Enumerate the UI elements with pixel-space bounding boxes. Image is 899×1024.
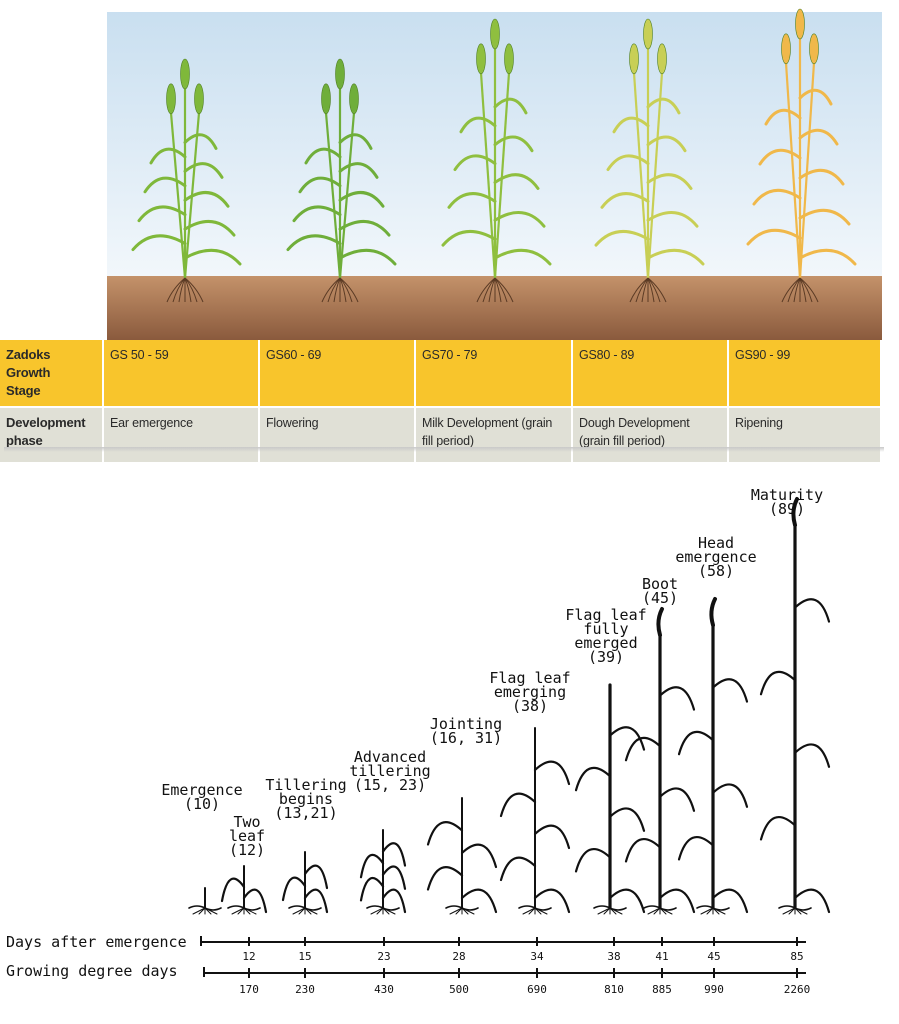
- growth-stage-label: emerged: [574, 634, 637, 652]
- zadoks-cell: GS60 - 69: [258, 340, 415, 407]
- growth-stage-label: Boot: [642, 575, 678, 593]
- days-tick-label: 34: [530, 950, 544, 963]
- wheat-plant-drawing: [499, 727, 571, 915]
- zadoks-cell: GS90 - 99: [727, 340, 880, 407]
- wheat-plant-illustration: [746, 8, 857, 303]
- gdd-tick-label: 430: [374, 983, 394, 996]
- gdd-tick-label: 2260: [784, 983, 811, 996]
- growth-stage-label: (10): [184, 795, 220, 813]
- zadoks-cell: GS 50 - 59: [102, 340, 259, 407]
- growth-stage-label: Maturity: [751, 486, 823, 504]
- days-tick-label: 85: [790, 950, 803, 963]
- growth-stage-label: (89): [769, 500, 805, 518]
- growth-stage-label: (45): [642, 589, 678, 607]
- growth-stage-label: Flag leaf: [489, 669, 570, 687]
- days-tick-label: 41: [655, 950, 668, 963]
- wheat-plant-illustration: [441, 18, 552, 303]
- wheat-plant-drawing: [220, 865, 268, 915]
- wheat-plant-illustration: [131, 58, 242, 303]
- wheat-plant-illustration: [286, 58, 397, 303]
- gdd-tick-label: 990: [704, 983, 724, 996]
- gdd-tick-label: 170: [239, 983, 259, 996]
- wheat-development-diagram: Emergence(10)Twoleaf(12)Tilleringbegins(…: [6, 486, 831, 996]
- phase-row: Development phase Ear emergence Flowering…: [0, 406, 880, 462]
- days-axis-label: Days after emergence: [6, 933, 187, 951]
- wheat-plant-drawing: [759, 497, 831, 915]
- wheat-illustration: [107, 8, 882, 340]
- wheat-plant-illustration: [594, 18, 705, 303]
- growth-stage-label: Advanced: [354, 748, 426, 766]
- phase-cell: Ripening: [727, 406, 880, 462]
- growth-stage-label: (58): [698, 562, 734, 580]
- growth-stage-label: Head: [698, 534, 734, 552]
- days-tick-label: 15: [298, 950, 311, 963]
- growth-stage-label: Two: [233, 813, 260, 831]
- gdd-tick-label: 885: [652, 983, 672, 996]
- wheat-plant-drawing: [574, 683, 646, 915]
- growth-stage-label: tillering: [349, 762, 430, 780]
- days-tick-label: 38: [607, 950, 620, 963]
- growth-stage-label: (12): [229, 841, 265, 859]
- growth-stage-label: Emergence: [161, 781, 242, 799]
- wheat-plant-drawing: [624, 607, 696, 915]
- gdd-tick-label: 500: [449, 983, 469, 996]
- growth-stage-label: emerging: [494, 683, 566, 701]
- zadoks-cell: GS80 - 89: [571, 340, 728, 407]
- growth-stage-label: Jointing: [430, 715, 502, 733]
- growth-stage-label: leaf: [229, 827, 265, 845]
- phase-cell: Milk Development (grain fill period): [414, 406, 572, 462]
- growth-stage-label: fully: [583, 620, 628, 638]
- growth-stage-label: (16, 31): [430, 729, 502, 747]
- wheat-growth-stage-panel: Zadoks Growth Stage GS 50 - 59 GS60 - 69 …: [0, 0, 884, 462]
- zadoks-cell: GS70 - 79: [414, 340, 572, 407]
- growth-stage-table: Zadoks Growth Stage GS 50 - 59 GS60 - 69 …: [0, 340, 880, 462]
- wheat-plant-drawing: [188, 887, 222, 915]
- phase-header: Development phase: [0, 406, 103, 462]
- days-tick-label: 12: [242, 950, 255, 963]
- days-tick-label: 23: [377, 950, 390, 963]
- gdd-axis-label: Growing degree days: [6, 962, 178, 980]
- growth-stage-label: (13,21): [274, 804, 337, 822]
- growth-stage-label: Flag leaf: [565, 606, 646, 624]
- growth-stage-label: (39): [588, 648, 624, 666]
- phase-cell: Dough Development (grain fill period): [571, 406, 728, 462]
- days-tick-label: 28: [452, 950, 465, 963]
- wheat-plant-drawing: [677, 597, 749, 915]
- phase-cell: Flowering: [258, 406, 415, 462]
- growth-stage-label: Tillering: [265, 776, 346, 794]
- wheat-plant-drawing: [359, 829, 407, 915]
- growth-stage-label: (38): [512, 697, 548, 715]
- gdd-tick-label: 690: [527, 983, 547, 996]
- gdd-tick-label: 230: [295, 983, 315, 996]
- wheat-plant-drawing: [426, 797, 498, 915]
- wheat-plant-drawing: [281, 851, 329, 915]
- phase-cell: Ear emergence: [102, 406, 259, 462]
- growth-stage-label: begins: [279, 790, 333, 808]
- gdd-tick-label: 810: [604, 983, 624, 996]
- zadoks-header: Zadoks Growth Stage: [0, 340, 103, 407]
- growth-stage-label: (15, 23): [354, 776, 426, 794]
- zadoks-row: Zadoks Growth Stage GS 50 - 59 GS60 - 69 …: [0, 340, 880, 407]
- growth-stage-label: emergence: [675, 548, 756, 566]
- days-tick-label: 45: [707, 950, 720, 963]
- panel-shadow: [4, 447, 884, 452]
